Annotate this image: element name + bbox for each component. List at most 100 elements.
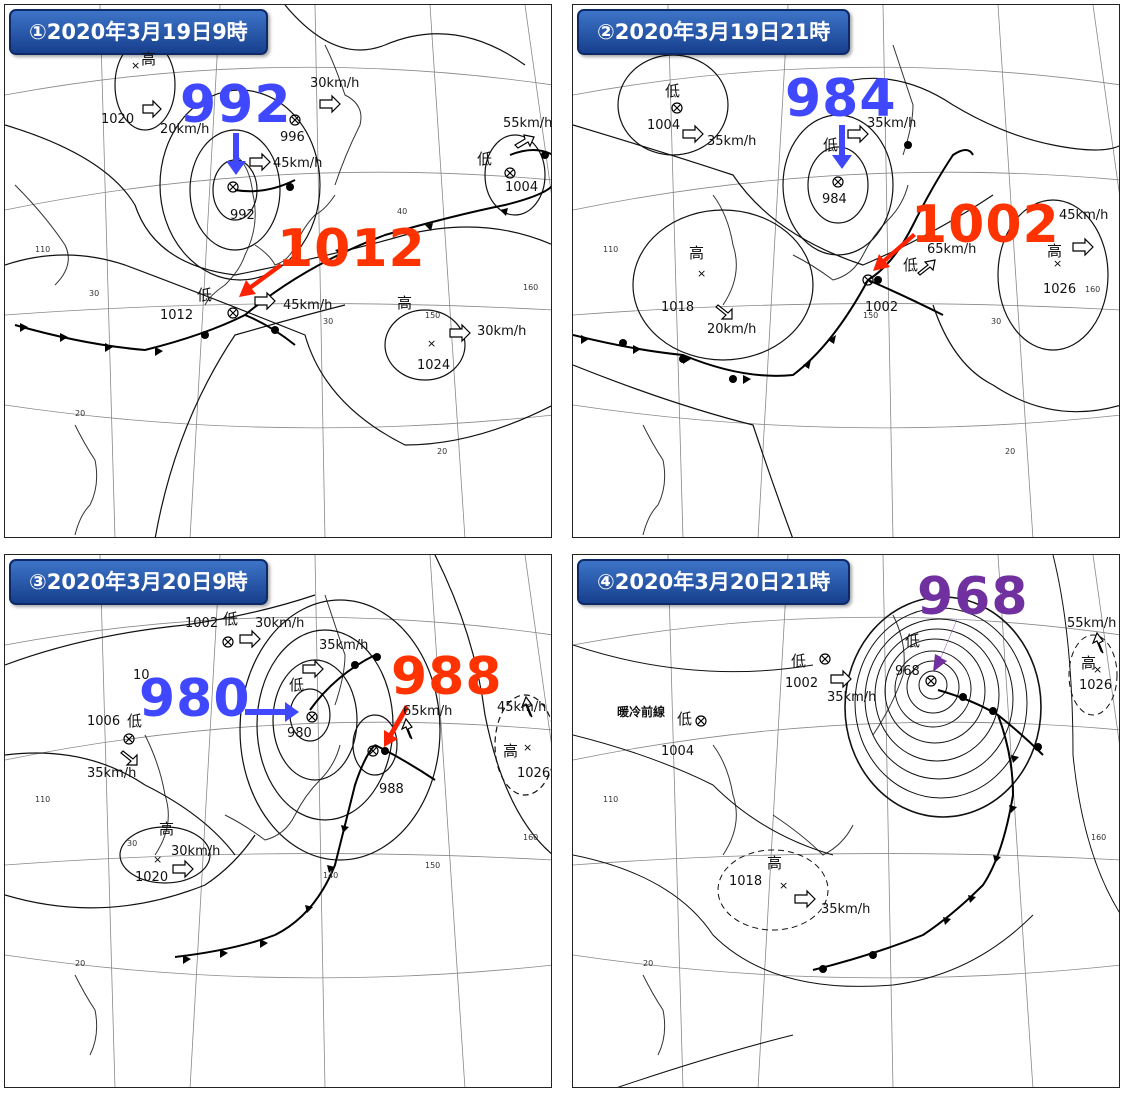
svg-text:×: × [153,853,162,866]
pressure-label: 1002 [785,676,819,691]
low-center-markers [671,102,874,286]
low-label: 低 [477,150,493,168]
pressure-label: 1018 [661,300,695,315]
degree-label: 110 [603,795,619,804]
map-canvas: ×× [573,555,1119,1087]
coastlines [642,44,914,536]
fronts [14,149,551,352]
low-pressure-callout-blue: 980 [139,669,251,729]
pressure-label: 988 [379,782,404,797]
low-label: 低 [677,710,693,728]
degree-label: 150 [863,311,879,320]
low-label: 低 [289,676,305,694]
degree-label: 20 [643,959,654,968]
degree-label: 30 [89,289,100,298]
degree-label: 20 [437,447,448,456]
low-label: 低 [197,286,213,304]
weather-map-panel-3: × × ③2020年3月20日9時 980 988 低 低 低 高 高 1002 … [4,554,552,1088]
callout-arrows [832,125,916,271]
high-label: 高 [1047,242,1063,260]
isobars [5,5,551,537]
high-label: 高 [159,820,175,838]
speed-label: 35km/h [821,902,871,917]
high-label: 高 [1081,654,1097,672]
speed-label: 20km/h [707,322,757,337]
degree-label: 160 [1085,285,1101,294]
low-label: 低 [665,82,681,100]
speed-label: 45km/h [1059,208,1109,223]
speed-arrow-icons [120,629,533,879]
high-center-markers: ×× [153,741,532,866]
low-label: 低 [127,712,143,730]
degree-label: 30 [127,839,138,848]
pressure-label: 968 [895,664,920,679]
svg-text:×: × [131,59,140,72]
low-pressure-callout-blue: 984 [785,69,897,129]
high-center-markers: ×× [131,59,436,350]
pressure-label: 1026 [517,766,551,781]
degree-label: 150 [425,311,441,320]
low-center-markers [227,114,516,319]
callout-arrows [226,133,282,297]
degree-label: 110 [35,795,51,804]
isobars [573,555,1119,1087]
high-label: 高 [689,244,705,262]
pressure-label: 992 [230,208,255,223]
high-label: 高 [503,742,519,760]
high-label: 高 [141,50,157,68]
low-label: 低 [905,632,921,650]
speed-arrow-icons [794,631,1104,909]
low-pressure-callout-red: 988 [391,647,503,707]
svg-text:×: × [779,879,788,892]
graticule [573,555,1119,1087]
pressure-label: 980 [287,726,312,741]
high-label: 高 [767,854,783,872]
coastlines [74,594,346,1056]
high-label: 高 [397,294,413,312]
speed-label: 35km/h [867,116,917,131]
low-label: 低 [903,256,919,274]
speed-label: 45km/h [497,700,547,715]
speed-label: 20km/h [160,122,210,137]
low-pressure-callout-purple: 968 [917,567,1029,627]
high-center-markers: ×× [697,257,1062,280]
front-markers [581,141,912,384]
degree-label: 30 [323,317,334,326]
isobars [5,555,551,909]
speed-label: 55km/h [1067,616,1117,631]
low-pressure-callout-red: 1002 [911,195,1060,255]
panel-title-badge: ④2020年3月20日21時 [577,559,851,605]
weather-map-panel-1: × × ①2020年3月19日9時 992 1012 高 低 低 高 1020 9… [4,4,552,538]
speed-label: 35km/h [87,766,137,781]
high-center-markers: ×× [779,663,1102,892]
pressure-label: 1004 [661,744,695,759]
isobars [573,54,1119,537]
speed-label: 30km/h [255,616,305,631]
callout-arrows [933,619,957,672]
callout-arrows [245,702,409,747]
panel-title-badge: ②2020年3月19日21時 [577,9,851,55]
coastlines [14,44,362,536]
low-pressure-callout-blue: 992 [180,75,292,135]
graticule [5,555,551,1087]
low-center-markers [695,653,937,727]
svg-text:×: × [427,337,436,350]
svg-text:×: × [697,267,706,280]
degree-label: 160 [1091,833,1107,842]
speed-arrow-icons [682,124,1094,320]
graticule [573,5,1119,537]
front-annotation: 暖冷前線 [617,705,666,719]
speed-label: 35km/h [319,638,369,653]
degree-label: 20 [1005,447,1016,456]
speed-label: 30km/h [477,324,527,339]
svg-text:×: × [1093,663,1102,676]
speed-label: 65km/h [403,704,453,719]
map-canvas: ×× [573,5,1119,537]
pressure-label: 1002 [865,300,899,315]
degree-label: 150 [425,861,441,870]
pressure-label: 1002 [185,616,219,631]
degree-label: 40 [397,207,408,216]
graticule [5,5,551,537]
low-label: 低 [823,136,839,154]
fronts [812,689,1044,971]
